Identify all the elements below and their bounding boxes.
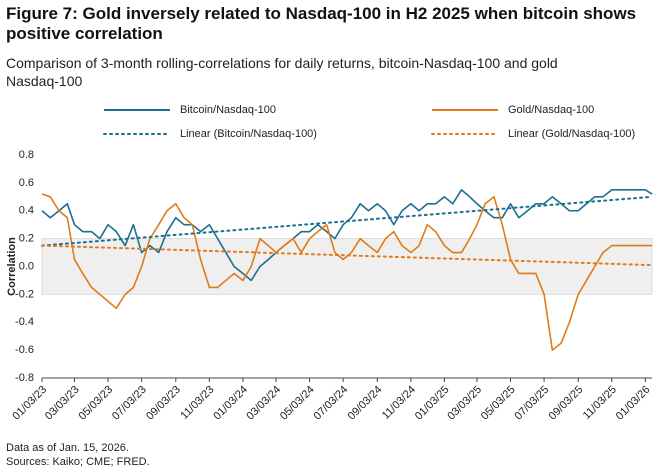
x-tick-label: 05/03/25 — [479, 384, 518, 423]
chart-subtitle: Comparison of 3-month rolling-correlatio… — [6, 55, 558, 89]
y-tick-label: 0.4 — [19, 205, 34, 217]
legend-label: Linear (Gold/Nasdaq-100) — [508, 128, 635, 140]
x-tick-label: 11/03/25 — [581, 384, 619, 422]
y-tick-label: -0.6 — [15, 344, 34, 356]
footnote: Sources: Kaiko; CME; FRED. — [6, 456, 150, 468]
y-tick-label: -0.4 — [15, 316, 34, 328]
y-axis-label: Correlation — [6, 237, 18, 296]
y-tick-label: 0.0 — [19, 260, 34, 272]
y-tick-label: 0.8 — [19, 149, 34, 161]
trend-line — [41, 195, 653, 247]
x-tick-label: 01/03/24 — [211, 384, 250, 423]
y-tick-label: -0.8 — [15, 372, 34, 384]
legend-label: Gold/Nasdaq-100 — [508, 104, 594, 116]
x-tick-label: 11/03/23 — [178, 384, 216, 422]
x-tick-label: 01/03/26 — [614, 384, 653, 423]
legend-label: Bitcoin/Nasdaq-100 — [180, 104, 276, 116]
y-tick-label: 0.6 — [19, 177, 34, 189]
legend-label: Linear (Bitcoin/Nasdaq-100) — [180, 128, 317, 140]
x-tick-label: 03/03/23 — [43, 384, 82, 423]
trend-line — [41, 244, 653, 267]
x-tick-label: 05/03/24 — [278, 384, 317, 423]
x-tick-label: 07/03/24 — [312, 384, 351, 423]
x-tick-label: 11/03/24 — [380, 384, 418, 422]
chart-title: Figure 7: Gold inversely related to Nasd… — [6, 4, 637, 43]
x-tick-label: 07/03/23 — [110, 384, 149, 423]
x-tick-label: 01/03/23 — [10, 384, 49, 423]
x-tick-label: 09/03/25 — [547, 384, 586, 423]
x-tick-label: 07/03/25 — [513, 384, 552, 423]
y-tick-label: 0.2 — [19, 233, 34, 245]
x-tick-label: 09/03/23 — [144, 384, 183, 423]
footnote: Data as of Jan. 15, 2026. — [6, 442, 129, 454]
y-tick-label: -0.2 — [15, 288, 34, 300]
x-tick-label: 05/03/23 — [76, 384, 115, 423]
x-tick-label: 03/03/25 — [445, 384, 484, 423]
x-tick-label: 03/03/24 — [244, 384, 283, 423]
x-tick-label: 09/03/24 — [346, 384, 385, 423]
x-tick-label: 01/03/25 — [413, 384, 452, 423]
